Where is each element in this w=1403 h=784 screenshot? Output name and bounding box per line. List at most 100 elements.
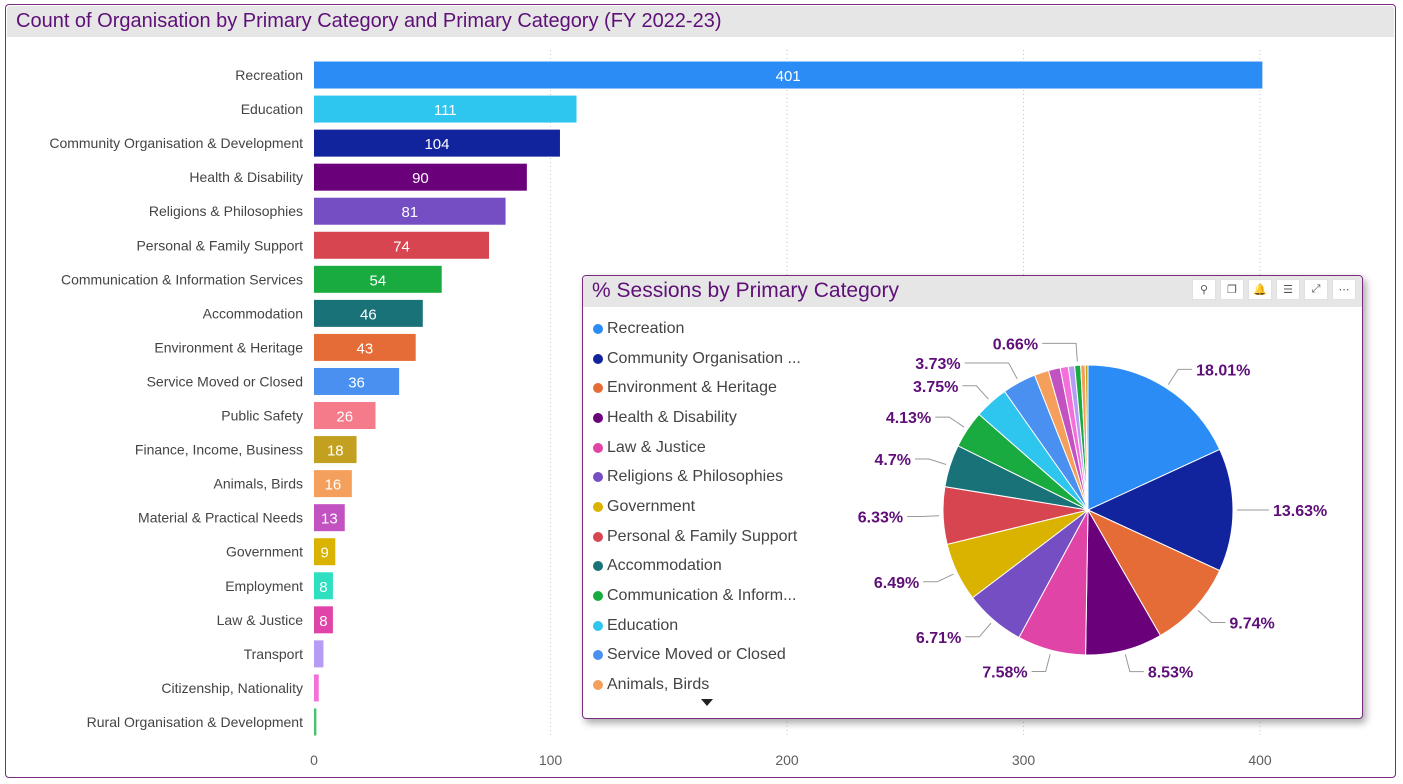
bar[interactable] — [314, 163, 527, 191]
bar[interactable] — [314, 436, 357, 464]
legend-item[interactable]: Personal & Family Support — [593, 522, 823, 552]
category-label: Communication & Information Services — [61, 271, 303, 287]
category-label: Public Safety — [221, 408, 303, 424]
category-label: Recreation — [235, 67, 303, 83]
pie-data-label: 3.73% — [915, 356, 960, 373]
category-label: Community Organisation & Development — [49, 135, 303, 151]
legend-marker — [593, 501, 603, 512]
pie-slice[interactable] — [1086, 508, 1221, 637]
category-label: Education — [241, 101, 303, 117]
legend-label: Recreation — [607, 319, 685, 337]
pie-leader-line — [965, 622, 992, 638]
legend-label: Law & Justice — [607, 438, 706, 456]
bar[interactable] — [314, 538, 336, 566]
category-label: Government — [226, 544, 303, 560]
legend-label: Education — [607, 616, 679, 634]
legend-item[interactable]: Communication & Inform... — [593, 581, 823, 611]
visual-toolbar: ⚲ ❐ 🔔 ☰ ⤢ ⋯ — [1192, 279, 1356, 300]
pie-leader-line — [1031, 653, 1051, 673]
bar[interactable] — [314, 231, 490, 259]
category-label: Citizenship, Nationality — [161, 680, 303, 696]
bar[interactable] — [314, 299, 423, 327]
x-tick-label: 200 — [775, 752, 799, 768]
legend-label: Service Moved or Closed — [607, 646, 786, 664]
bar[interactable] — [314, 333, 416, 361]
legend-marker — [593, 442, 603, 453]
x-tick-label: 0 — [310, 752, 318, 768]
pie-leader-line — [964, 362, 1018, 380]
bar[interactable] — [314, 367, 400, 395]
legend-item[interactable]: Law & Justice — [593, 433, 823, 463]
focus-mode-icon[interactable]: ⤢ — [1304, 279, 1328, 300]
pie-slice[interactable] — [1087, 364, 1221, 511]
pie-data-label: 4.13% — [886, 410, 931, 427]
bar-data-label: 26 — [336, 409, 353, 426]
legend-label: Personal & Family Support — [607, 527, 798, 545]
pie-data-label: 6.71% — [916, 630, 961, 647]
category-label: Material & Practical Needs — [138, 510, 303, 526]
legend-label: Communication & Inform... — [607, 587, 797, 605]
pie-data-label: 13.63% — [1273, 503, 1327, 520]
legend-item[interactable]: Health & Disability — [593, 403, 823, 433]
bar[interactable] — [314, 708, 317, 736]
category-label: Transport — [244, 646, 304, 662]
bar[interactable] — [314, 606, 333, 634]
pie-leader-line — [935, 416, 965, 428]
bar-data-label: 8 — [319, 579, 327, 596]
x-tick-label: 300 — [1012, 752, 1036, 768]
bar-data-label: 36 — [348, 374, 365, 391]
category-label: Law & Justice — [217, 612, 304, 628]
legend-marker — [593, 323, 603, 334]
legend-marker — [593, 472, 603, 483]
legend-scroll-down-icon[interactable] — [701, 699, 713, 706]
copy-icon[interactable]: ❐ — [1220, 279, 1244, 300]
legend-label: Health & Disability — [607, 408, 737, 426]
bar-data-label: 90 — [412, 170, 429, 187]
legend-item[interactable]: Education — [593, 611, 823, 641]
bell-icon[interactable]: 🔔 — [1248, 279, 1272, 300]
bar[interactable] — [314, 95, 577, 123]
pie-slice[interactable] — [1086, 448, 1234, 572]
bar[interactable] — [314, 572, 333, 600]
category-label: Finance, Income, Business — [135, 442, 303, 458]
bar-data-label: 9 — [320, 545, 328, 562]
pie-data-label: 0.66% — [993, 336, 1038, 353]
legend-marker — [593, 561, 603, 572]
category-label: Environment & Heritage — [154, 339, 303, 355]
pie-leader-line — [907, 515, 940, 517]
pie-legend[interactable]: Recreation Community Organisation ... Envi… — [593, 314, 823, 700]
pie-data-label: 8.53% — [1148, 665, 1193, 682]
legend-item[interactable]: Religions & Philosophies — [593, 462, 823, 492]
bar[interactable] — [314, 265, 442, 293]
bar-data-label: 8 — [319, 613, 327, 630]
bar-data-label: 111 — [434, 102, 457, 119]
pin-icon[interactable]: ⚲ — [1192, 279, 1216, 300]
bar-data-label: 74 — [393, 238, 410, 255]
bar[interactable] — [314, 674, 319, 702]
pie-chart-svg: 18.01% 13.63% 9.74% 8.53% 7.58% 6.71% 6.49% 6.3… — [858, 336, 1328, 682]
filter-icon[interactable]: ☰ — [1276, 279, 1300, 300]
bar[interactable] — [314, 197, 506, 225]
legend-item[interactable]: Recreation — [593, 314, 823, 344]
bar[interactable] — [314, 504, 345, 532]
x-tick-label: 400 — [1248, 752, 1272, 768]
bar[interactable] — [314, 640, 324, 668]
more-options-icon[interactable]: ⋯ — [1332, 279, 1356, 300]
legend-item[interactable]: Service Moved or Closed — [593, 641, 823, 671]
pie-leader-line — [1042, 342, 1078, 362]
bar[interactable] — [314, 129, 560, 157]
legend-item[interactable]: Government — [593, 492, 823, 522]
pie-data-label: 6.33% — [858, 509, 903, 526]
pie-data-label: 9.74% — [1229, 616, 1274, 633]
pie-slice[interactable] — [1084, 364, 1089, 511]
legend-item[interactable]: Animals, Birds — [593, 670, 823, 700]
bar-data-label: 46 — [360, 306, 377, 323]
legend-item[interactable]: Environment & Heritage — [593, 373, 823, 403]
legend-marker — [593, 650, 603, 661]
bar[interactable] — [314, 61, 1263, 89]
bar[interactable] — [314, 402, 376, 430]
legend-marker — [593, 383, 603, 394]
legend-item[interactable]: Accommodation — [593, 552, 823, 582]
bar[interactable] — [314, 470, 352, 498]
legend-item[interactable]: Community Organisation ... — [593, 344, 823, 374]
